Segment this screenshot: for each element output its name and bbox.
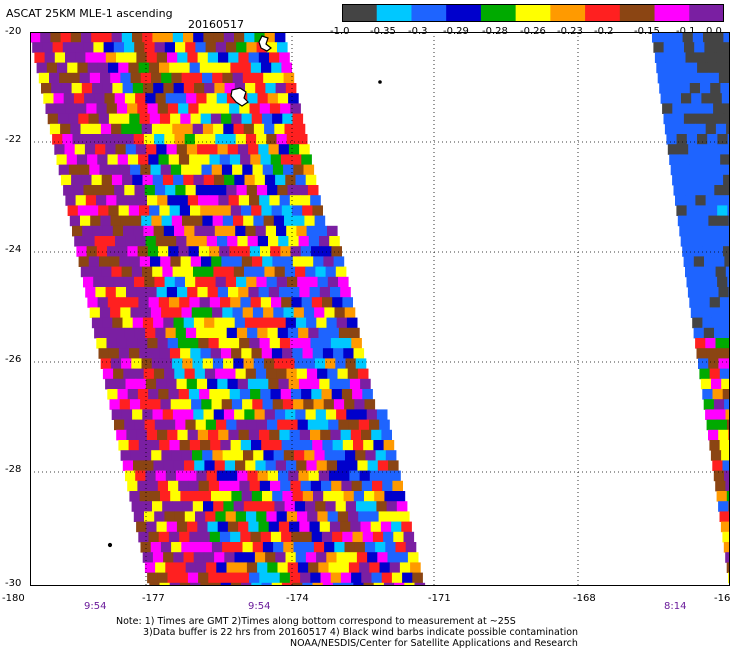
scale-segment xyxy=(446,4,482,22)
map-date: 20160517 xyxy=(188,18,244,31)
lon-label: -171 xyxy=(428,593,451,604)
scale-label: -0.23 xyxy=(557,26,583,37)
scale-segment xyxy=(585,4,621,22)
scale-segment xyxy=(342,4,378,22)
scale-label: -0.15 xyxy=(634,26,660,37)
scale-segment xyxy=(619,4,656,22)
lon-label: -174 xyxy=(286,593,309,604)
lon-label: -177 xyxy=(142,593,165,604)
note-line: Note: 1) Times are GMT 2)Times along bot… xyxy=(116,616,516,627)
graticule xyxy=(30,32,730,586)
scale-label: -0.29 xyxy=(443,26,469,37)
lat-label: -20 xyxy=(5,26,22,37)
scale-segment xyxy=(689,4,724,22)
lat-label: -28 xyxy=(5,464,22,475)
swath-map xyxy=(30,32,730,586)
scale-segment xyxy=(480,4,517,22)
pass-time: 8:14 xyxy=(664,601,687,612)
scale-segment xyxy=(411,4,447,22)
scale-segment xyxy=(550,4,586,22)
lat-label: -30 xyxy=(5,578,22,589)
map-title: ASCAT 25KM MLE-1 ascending xyxy=(6,7,173,20)
scale-label: -1.0 xyxy=(330,26,350,37)
scale-segment xyxy=(654,4,690,22)
pass-time: 9:54 xyxy=(84,601,107,612)
credit-line: NOAA/NESDIS/Center for Satellite Applica… xyxy=(290,638,578,649)
lat-label: -24 xyxy=(5,244,22,255)
lon-label: -168 xyxy=(573,593,596,604)
scale-segment xyxy=(515,4,551,22)
scale-label: 0.0 xyxy=(706,26,722,37)
scale-label: -0.26 xyxy=(520,26,546,37)
lon-label: -16 xyxy=(714,593,731,604)
scale-label: -0.1 xyxy=(676,26,696,37)
island-outlines xyxy=(107,35,382,548)
note-line: 3)Data buffer is 22 hrs from 20160517 4)… xyxy=(143,627,579,638)
scale-label: -0.35 xyxy=(370,26,396,37)
lat-label: -26 xyxy=(5,354,22,365)
lat-label: -22 xyxy=(5,134,22,145)
scale-label: -0.2 xyxy=(594,26,614,37)
scale-segment xyxy=(376,4,412,22)
scale-label: -0.3 xyxy=(408,26,428,37)
pass-time: 9:54 xyxy=(248,601,271,612)
scale-label: -0.28 xyxy=(482,26,508,37)
lon-label: -180 xyxy=(2,593,25,604)
swath-cells xyxy=(30,32,730,586)
color-scale-bar xyxy=(342,4,724,22)
